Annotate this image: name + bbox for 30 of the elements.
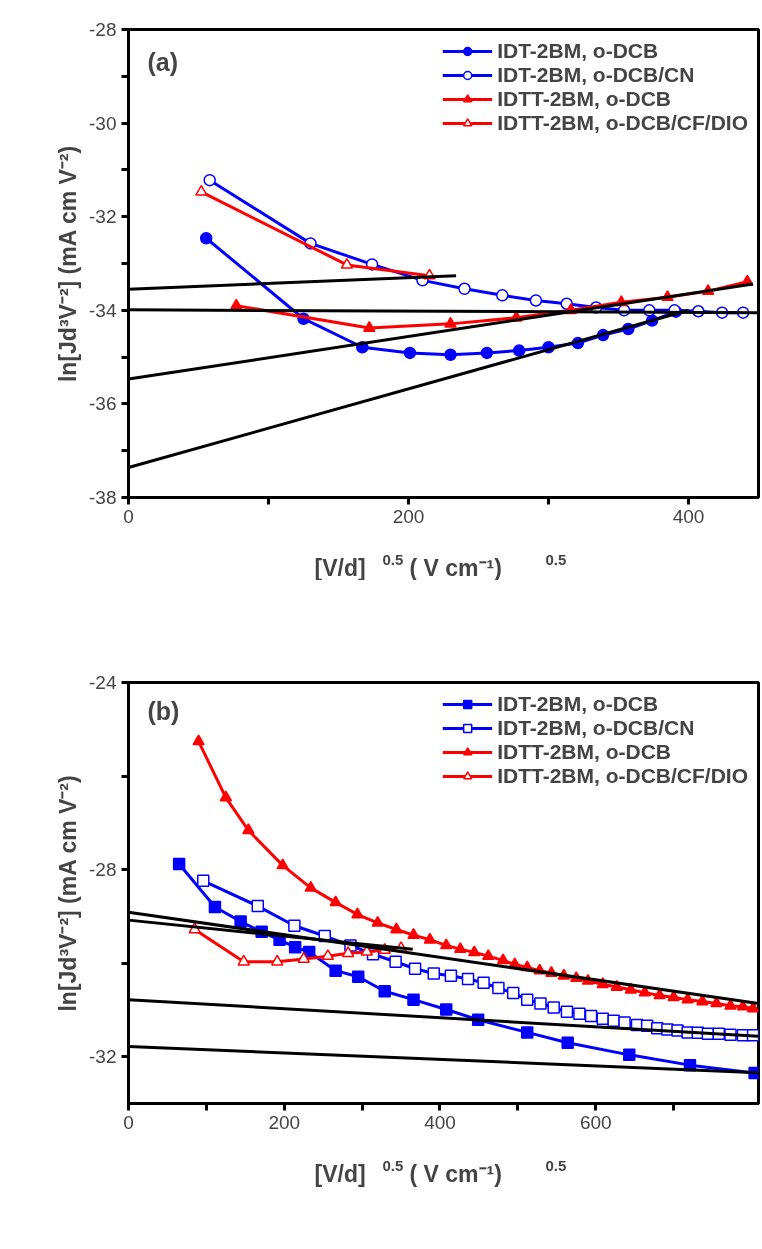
y-tick-label: -38 (89, 487, 117, 508)
y-tick-label: -24 (89, 672, 117, 693)
x-tick-label: 600 (579, 1111, 612, 1133)
x-tick-label: 200 (392, 505, 425, 527)
x-tick-label: 0 (123, 1111, 134, 1133)
legend-label: IDTT-2BM, o-DCB/CF/DIO (497, 764, 748, 788)
legend-label: IDTT-2BM, o-DCB (497, 87, 672, 111)
y-tick-label: -28 (89, 859, 117, 881)
x-tick-label: 0 (123, 505, 134, 527)
y-tick-label: -32 (89, 1046, 117, 1068)
x-tick-label: 400 (424, 1111, 456, 1133)
x-tick-label: 400 (672, 505, 705, 527)
annotation: (a) (147, 48, 178, 77)
legend-label: IDT-2BM, o-DCB (497, 692, 659, 716)
y-tick-label: -36 (89, 393, 117, 415)
y-tick-label: -32 (89, 206, 117, 228)
x-tick-label: 200 (268, 1111, 301, 1133)
y-tick-label: -28 (89, 19, 117, 40)
y-tick-label: -30 (89, 112, 117, 134)
y-axis-title: ln[Jd³V⁻²] (mA cm V⁻²) (55, 145, 82, 383)
legend-label: IDT-2BM, o-DCB (497, 39, 659, 63)
y-axis-title: ln[Jd³V⁻²] (mA cm V⁻²) (55, 775, 82, 1012)
legend-label: IDT-2BM, o-DCB/CN (497, 63, 695, 87)
legend-label: IDTT-2BM, o-DCB (497, 740, 672, 764)
text: [V/d]0.5 ( V cm⁻¹)0.5 (314, 1156, 567, 1187)
y-tick-label: -34 (89, 299, 117, 321)
legend-label: IDTT-2BM, o-DCB/CF/DIO (497, 111, 748, 135)
annotation: (b) (147, 696, 180, 725)
legend-label: IDT-2BM, o-DCB/CN (497, 716, 695, 740)
text: [V/d]0.5 ( V cm⁻¹)0.5 (314, 550, 567, 581)
